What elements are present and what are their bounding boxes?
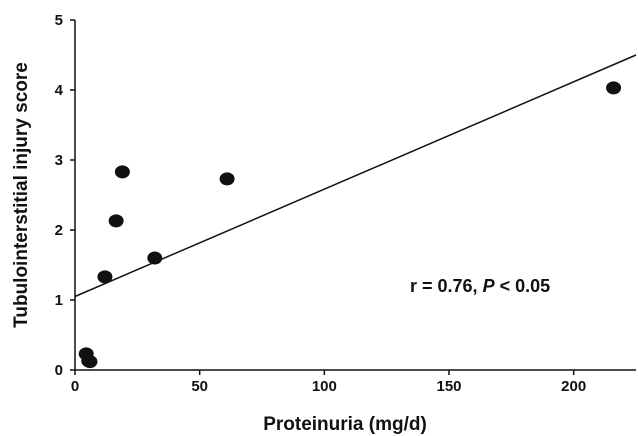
y-tick-label: 2 [55,222,63,239]
axes [74,20,636,371]
x-tick-label: 50 [191,378,208,395]
data-points [78,81,622,369]
data-point [606,81,622,95]
data-point [108,214,124,228]
annotation-p: P [483,276,496,296]
y-tick-label: 4 [55,82,64,99]
y-tick-label: 3 [55,152,63,169]
annotation-suffix: < 0.05 [495,276,551,296]
y-axis-title: Tubulointerstitial injury score [11,62,32,328]
y-tick-label: 1 [55,292,63,309]
fit-line-group [74,54,637,298]
annotation-prefix: r = 0.76, [410,276,483,296]
regression-line [74,54,637,298]
x-tick-label: 200 [561,378,586,395]
data-point [97,270,113,284]
x-tick-label: 150 [436,378,461,395]
correlation-annotation: r = 0.76, P < 0.05 [410,276,550,296]
data-point [219,172,235,186]
x-tick-label: 0 [71,378,79,395]
x-axis-title: Proteinuria (mg/d) [263,414,427,435]
x-tick-label: 100 [312,378,337,395]
y-tick-label: 5 [55,12,63,29]
data-point [82,355,98,369]
ticks: 0 50 100 150 200 0 1 2 3 4 5 [55,12,587,395]
data-point [114,165,130,179]
data-point [147,251,163,265]
y-tick-label: 0 [55,362,63,379]
